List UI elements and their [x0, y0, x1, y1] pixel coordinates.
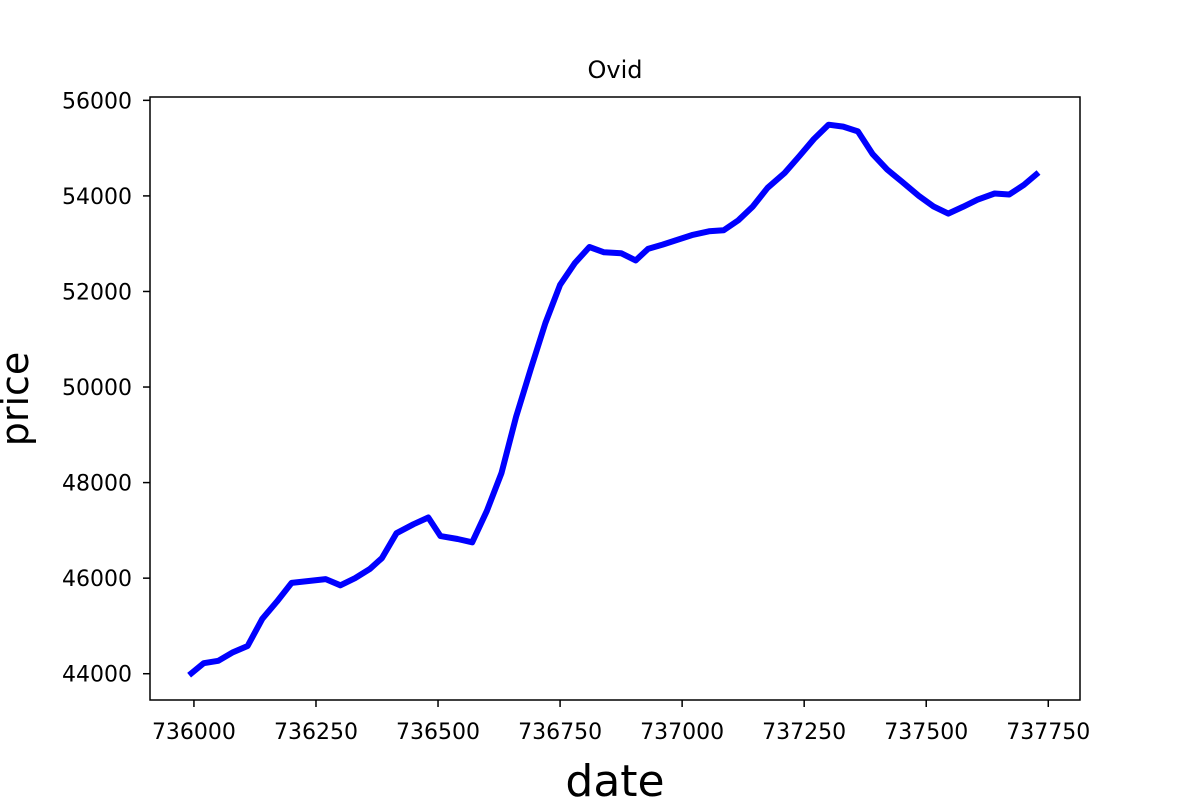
y-tick-label-4: 52000 — [62, 280, 132, 305]
y-axis-title: price — [0, 352, 37, 447]
series-line-0 — [187, 121, 1041, 678]
x-tick-label-0: 736000 — [152, 720, 236, 745]
x-tick-label-2: 736500 — [396, 720, 480, 745]
y-tick-label-2: 48000 — [62, 472, 132, 497]
y-tick-label-6: 56000 — [62, 89, 132, 114]
y-tick-label-5: 54000 — [62, 185, 132, 210]
x-tick-label-7: 737750 — [1006, 720, 1090, 745]
y-tick-label-3: 50000 — [62, 376, 132, 401]
chart-title: Ovid — [588, 56, 643, 84]
plot-area: 736000 736250 736500 736750 737000 737250 7375… — [62, 89, 1090, 745]
x-axis-title: date — [565, 756, 664, 800]
x-tick-label-5: 737250 — [762, 720, 846, 745]
x-tick-label-4: 737000 — [640, 720, 724, 745]
x-tick-label-1: 736250 — [274, 720, 358, 745]
x-tick-label-3: 736750 — [518, 720, 602, 745]
y-tick-label-0: 44000 — [62, 663, 132, 688]
y-tick-label-1: 46000 — [62, 567, 132, 592]
plot-frame — [149, 96, 1081, 701]
x-tick-label-6: 737500 — [884, 720, 968, 745]
